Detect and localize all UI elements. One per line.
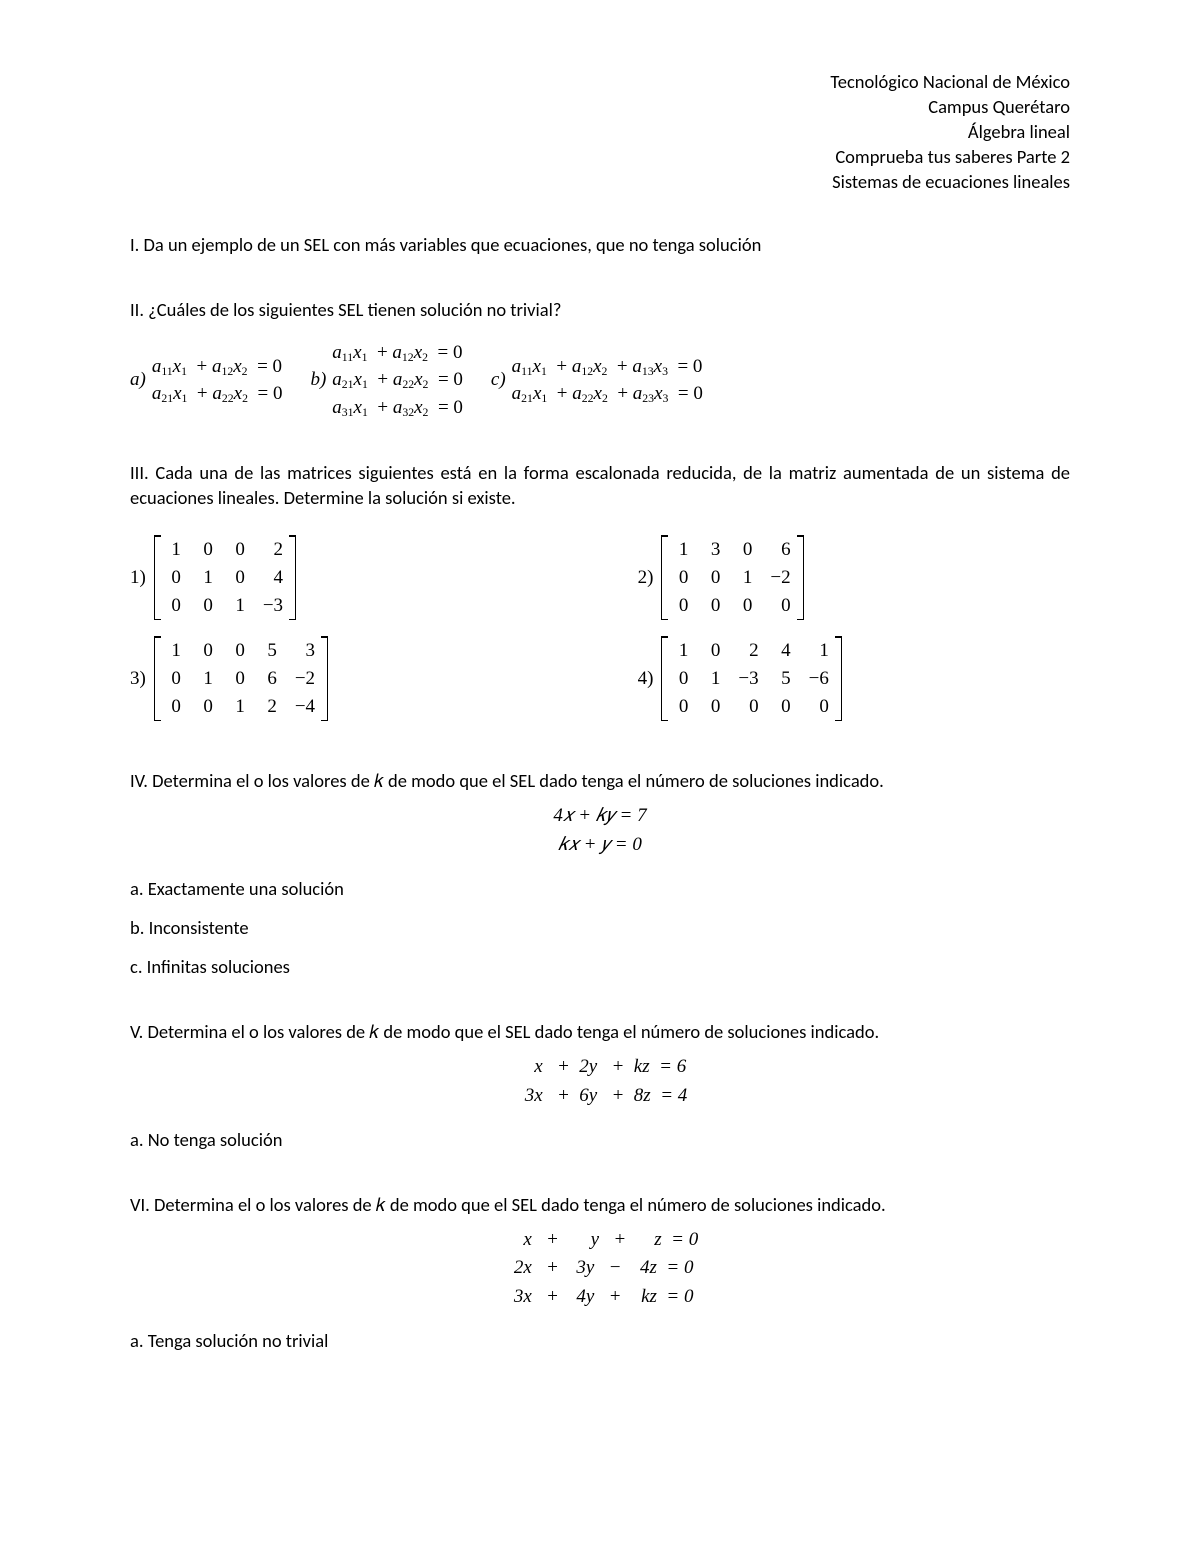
document-header: Tecnológico Nacional de México Campus Qu… [130, 70, 1070, 195]
question-4-options: a. Exactamente una solución b. Inconsist… [130, 877, 1070, 980]
document-page: Tecnológico Nacional de México Campus Qu… [0, 0, 1200, 1553]
question-4-title: IV. Determina el o los valores de 𝑘 de m… [130, 769, 1070, 794]
question-4-opt-c: c. Infinitas soluciones [130, 955, 1070, 980]
question-3-matrices: 1) 10020104001−3 2) 1306001−20000 3) 100… [130, 527, 1070, 729]
question-3: III. Cada una de las matrices siguientes… [130, 461, 1070, 729]
matrix-3-label: 3) [130, 666, 146, 692]
matrix-2-label: 2) [638, 565, 654, 591]
system-b: b) a11x1 + a12x2 = 0 a21x1 + a22x2 = 0 a… [310, 339, 462, 422]
question-6-opt-a: a. Tenga solución no trivial [130, 1329, 1070, 1354]
question-4-equations: 4𝑥 + 𝑘𝑦 = 7 𝑘𝑥 + 𝑦 = 0 [130, 802, 1070, 859]
question-6-options: a. Tenga solución no trivial [130, 1329, 1070, 1354]
question-2-title: II. ¿Cuáles de los siguientes SEL tienen… [130, 298, 1070, 323]
matrix-4: 4) 1024101−35−600000 [638, 628, 1070, 729]
header-line-1: Tecnológico Nacional de México [130, 70, 1070, 95]
question-2: II. ¿Cuáles de los siguientes SEL tienen… [130, 298, 1070, 422]
question-5-equations: x + 2y + kz = 6 3x + 6y + 8z = 4 [130, 1053, 1070, 1110]
system-b-label: b) [310, 367, 326, 393]
question-5-options: a. No tenga solución [130, 1128, 1070, 1153]
question-5-opt-a: a. No tenga solución [130, 1128, 1070, 1153]
matrix-1-label: 1) [130, 565, 146, 591]
question-2-systems: a) a11x1 + a12x2 = 0 a21x1 + a22x2 = 0 b… [130, 339, 1070, 422]
system-a-equations: a11x1 + a12x2 = 0 a21x1 + a22x2 = 0 [152, 353, 283, 408]
header-line-4: Comprueba tus saberes Parte 2 [130, 145, 1070, 170]
question-1: I. Da un ejemplo de un SEL con más varia… [130, 233, 1070, 258]
question-4-opt-a: a. Exactamente una solución [130, 877, 1070, 902]
question-6-equations: x + y + z = 0 2x + 3y − 4z = 0 3x + 4y +… [130, 1226, 1070, 1312]
system-c-label: c) [491, 367, 506, 393]
question-4-opt-b: b. Inconsistente [130, 916, 1070, 941]
system-c: c) a11x1 + a12x2 + a13x3 = 0 a21x1 + a22… [491, 353, 703, 408]
question-6: VI. Determina el o los valores de 𝑘 de m… [130, 1193, 1070, 1354]
matrix-4-label: 4) [638, 666, 654, 692]
question-3-title: III. Cada una de las matrices siguientes… [130, 461, 1070, 511]
matrix-1: 1) 10020104001−3 [130, 527, 638, 628]
system-a: a) a11x1 + a12x2 = 0 a21x1 + a22x2 = 0 [130, 353, 282, 408]
question-4: IV. Determina el o los valores de 𝑘 de m… [130, 769, 1070, 980]
matrix-3: 3) 100530106−20012−4 [130, 628, 638, 729]
question-4-eq1: 4𝑥 + 𝑘𝑦 = 7 [130, 802, 1070, 831]
header-line-5: Sistemas de ecuaciones lineales [130, 170, 1070, 195]
system-a-label: a) [130, 367, 146, 393]
question-4-eq2: 𝑘𝑥 + 𝑦 = 0 [130, 831, 1070, 860]
question-5-title: V. Determina el o los valores de 𝑘 de mo… [130, 1020, 1070, 1045]
system-c-equations: a11x1 + a12x2 + a13x3 = 0 a21x1 + a22x2 … [512, 353, 703, 408]
question-6-title: VI. Determina el o los valores de 𝑘 de m… [130, 1193, 1070, 1218]
header-line-3: Álgebra lineal [130, 120, 1070, 145]
question-5: V. Determina el o los valores de 𝑘 de mo… [130, 1020, 1070, 1153]
header-line-2: Campus Querétaro [130, 95, 1070, 120]
matrix-2: 2) 1306001−20000 [638, 527, 1070, 628]
system-b-equations: a11x1 + a12x2 = 0 a21x1 + a22x2 = 0 a31x… [332, 339, 463, 422]
